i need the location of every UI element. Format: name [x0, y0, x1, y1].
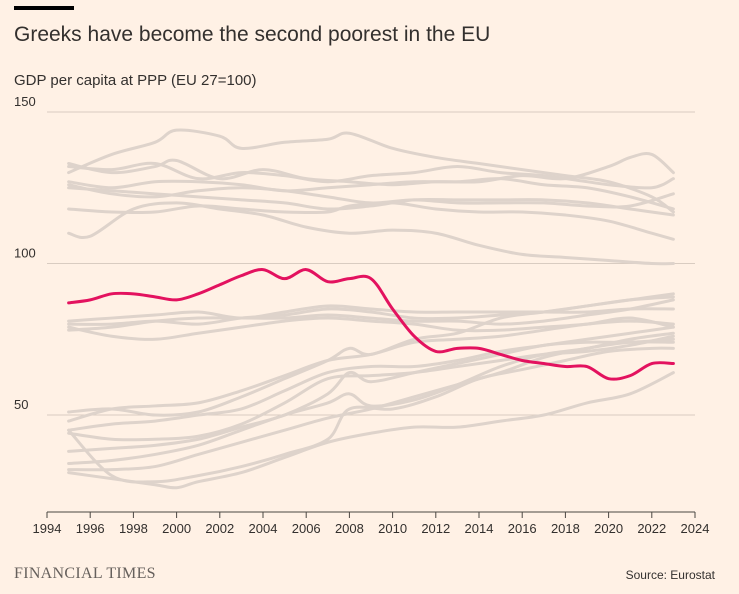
series-line-16	[67, 334, 675, 442]
series-line-9	[67, 304, 675, 323]
x-tick-label-2024: 2024	[681, 521, 710, 536]
x-tick-label-1994: 1994	[33, 521, 62, 536]
series-line-20	[67, 346, 675, 484]
chart-title: Greeks have become the second poorest in…	[14, 23, 491, 46]
x-tick-label-2002: 2002	[205, 521, 234, 536]
series-line-6	[67, 186, 675, 217]
chart-subtitle: GDP per capita at PPP (EU 27=100)	[14, 72, 257, 89]
series-line-4	[67, 177, 675, 211]
top-accent-bar	[14, 6, 74, 10]
y-tick-label-150: 150	[14, 94, 36, 109]
x-tick-label-2012: 2012	[421, 521, 450, 536]
greece-line	[67, 268, 675, 381]
x-tick-label-2022: 2022	[637, 521, 666, 536]
source-note: Source: Eurostat	[625, 568, 715, 582]
series-line-1	[67, 128, 675, 214]
y-axis-labels: 50 100 150	[14, 94, 36, 412]
series-line-7	[67, 201, 675, 241]
series-line-13	[67, 292, 675, 417]
x-tick-label-1998: 1998	[119, 521, 148, 536]
series-line-21	[67, 371, 675, 490]
grid-lines	[47, 111, 695, 416]
series-line-3	[67, 152, 675, 187]
y-tick-label-50: 50	[14, 397, 28, 412]
x-tick-label-2004: 2004	[249, 521, 278, 536]
x-tick-label-2018: 2018	[551, 521, 580, 536]
x-axis: 1994 1996 1998 2000 2002 2004 2006 2008 2010 2012…	[33, 511, 710, 536]
x-tick-label-2000: 2000	[162, 521, 191, 536]
background-series-group	[67, 128, 675, 490]
x-tick-label-2020: 2020	[594, 521, 623, 536]
series-line-17	[67, 337, 675, 453]
x-tick-label-2010: 2010	[378, 521, 407, 536]
series-line-8	[67, 201, 675, 266]
series-line-12	[67, 298, 675, 332]
x-tick-label-2008: 2008	[335, 521, 364, 536]
x-tick-label-2006: 2006	[292, 521, 321, 536]
y-tick-label-100: 100	[14, 246, 36, 261]
x-tick-label-2016: 2016	[508, 521, 537, 536]
x-tick-label-2014: 2014	[465, 521, 494, 536]
brand-logo-text: FINANCIAL TIMES	[14, 565, 156, 582]
series-line-14	[67, 319, 675, 423]
highlight-series-group	[67, 268, 675, 381]
series-line-2	[67, 161, 675, 190]
series-line-15	[67, 325, 675, 432]
x-tick-label-1996: 1996	[76, 521, 105, 536]
